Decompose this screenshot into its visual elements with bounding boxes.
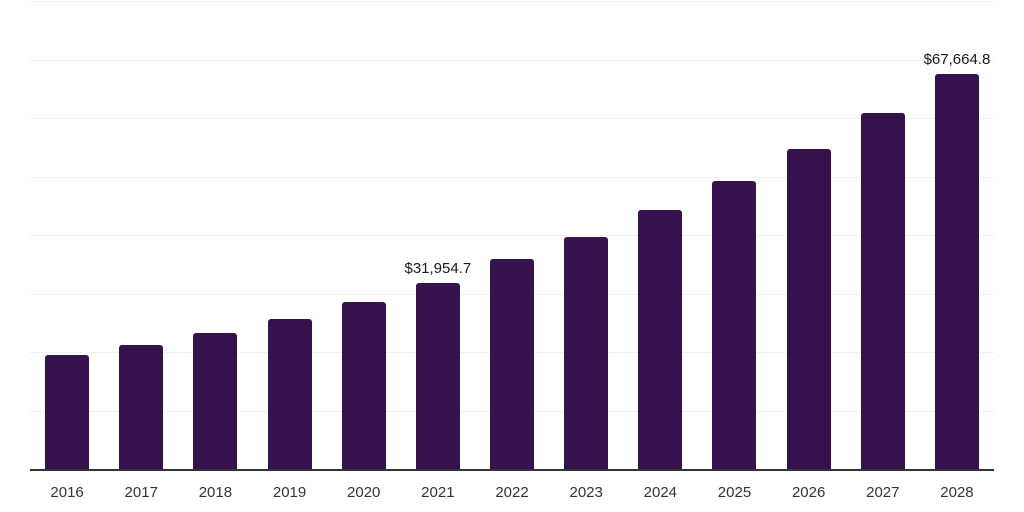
bar-2026[interactable] <box>786 148 831 470</box>
bar-slot-2023 <box>549 2 623 470</box>
data-label-2021: $31,954.7 <box>404 260 472 278</box>
bar-slot-2021: $31,954.7 <box>401 2 475 470</box>
bar-2022[interactable] <box>490 259 535 470</box>
bar-2018[interactable] <box>193 333 238 470</box>
x-tick-label-2022: 2022 <box>495 484 529 501</box>
bar-2027[interactable] <box>860 113 905 470</box>
bar-slot-2020 <box>327 2 401 470</box>
x-axis-labels: 2016 2017 2018 2019 2020 2021 2022 2023 2024 2025… <box>30 482 994 503</box>
bar-2025[interactable] <box>712 181 757 470</box>
bar-slot-2022 <box>475 2 549 470</box>
bar-slot-2016 <box>30 2 104 470</box>
bar-2016[interactable] <box>45 355 90 470</box>
data-label-2028: $67,664.8 <box>923 51 991 69</box>
bar-slot-2018 <box>178 2 252 470</box>
x-tick-label-2023: 2023 <box>569 484 603 501</box>
bar-slot-2028: $67,664.8 <box>920 2 994 470</box>
gridline-60000 <box>30 118 994 119</box>
bar-slot-2019 <box>252 2 326 470</box>
gridline-70000 <box>30 59 994 61</box>
bar-slot-2024 <box>623 2 697 470</box>
bar-2028[interactable] <box>934 74 979 470</box>
x-tick-label-2017: 2017 <box>124 484 158 501</box>
x-tick-label-2024: 2024 <box>643 484 678 501</box>
bar-2023[interactable] <box>564 236 609 470</box>
bar-slot-2025 <box>697 2 771 470</box>
gridline-50000 <box>30 176 994 178</box>
plot-area: $31,954.7 $67,664.8 <box>30 1 994 471</box>
x-tick-label-2028: 2028 <box>940 484 974 501</box>
bar-2019[interactable] <box>267 319 312 470</box>
bar-slot-2026 <box>772 2 846 470</box>
x-tick-label-2027: 2027 <box>866 484 900 501</box>
bar-slot-2027 <box>846 2 920 470</box>
bar-slot-2017 <box>104 2 178 470</box>
x-axis-line <box>30 469 994 471</box>
x-tick-label-2021: 2021 <box>421 484 455 501</box>
bar-2024[interactable] <box>638 210 683 470</box>
x-tick-label-2026: 2026 <box>791 484 826 501</box>
bar-2020[interactable] <box>341 302 386 470</box>
bar-2017[interactable] <box>119 345 164 470</box>
x-tick-label-2018: 2018 <box>198 484 233 501</box>
x-tick-label-2019: 2019 <box>272 484 307 501</box>
bars-container: $31,954.7 $67,664.8 <box>30 2 994 470</box>
x-tick-label-2020: 2020 <box>347 484 381 501</box>
gridline-40000 <box>30 235 994 236</box>
x-tick-label-2016: 2016 <box>50 484 84 501</box>
gridline-80000 <box>30 1 994 2</box>
x-tick-label-2025: 2025 <box>717 484 752 501</box>
bar-2021[interactable] <box>415 283 460 470</box>
